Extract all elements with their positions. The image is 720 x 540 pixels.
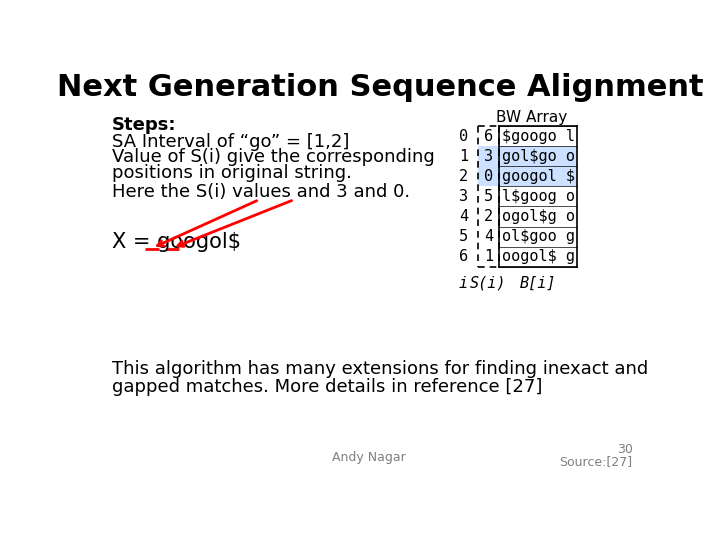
Text: $googo l: $googo l: [503, 129, 575, 144]
Bar: [477, 166, 577, 186]
Text: 1: 1: [459, 149, 468, 164]
Text: i: i: [459, 276, 468, 291]
Text: 3: 3: [459, 189, 468, 204]
Text: Source:[27]: Source:[27]: [559, 455, 632, 468]
Text: 2: 2: [459, 169, 468, 184]
Text: ogol$g o: ogol$g o: [503, 209, 575, 224]
Text: ol$goo g: ol$goo g: [503, 229, 575, 244]
Text: Steps:: Steps:: [112, 116, 176, 134]
Text: l$goog o: l$goog o: [503, 189, 575, 204]
Text: 5: 5: [484, 189, 493, 204]
Text: gapped matches. More details in reference [27]: gapped matches. More details in referenc…: [112, 377, 542, 396]
Text: S(i): S(i): [470, 276, 507, 291]
Text: 2: 2: [484, 209, 493, 224]
Text: 6: 6: [459, 249, 468, 264]
Text: gol$go o: gol$go o: [503, 149, 575, 164]
Text: 4: 4: [459, 209, 468, 224]
Text: 0: 0: [459, 129, 468, 144]
Bar: [477, 146, 577, 166]
Text: Here the S(i) values and 3 and 0.: Here the S(i) values and 3 and 0.: [112, 183, 410, 201]
Text: B[i]: B[i]: [520, 276, 557, 291]
Text: positions in original string.: positions in original string.: [112, 164, 351, 181]
Text: SA Interval of “go” = [1,2]: SA Interval of “go” = [1,2]: [112, 133, 349, 151]
Text: oogol$ g: oogol$ g: [503, 249, 575, 264]
Text: 6: 6: [484, 129, 493, 144]
Text: BW Array: BW Array: [496, 110, 567, 125]
Text: This algorithm has many extensions for finding inexact and: This algorithm has many extensions for f…: [112, 360, 648, 378]
Text: 30: 30: [616, 443, 632, 456]
Text: 5: 5: [459, 229, 468, 244]
Text: X = googol$: X = googol$: [112, 232, 240, 252]
Text: Andy Nagar: Andy Nagar: [332, 451, 406, 464]
Text: 1: 1: [484, 249, 493, 264]
Text: Value of S(i) give the corresponding: Value of S(i) give the corresponding: [112, 148, 434, 166]
Text: 3: 3: [484, 149, 493, 164]
Text: Next Generation Sequence Alignment: Next Generation Sequence Alignment: [58, 73, 704, 103]
Text: 0: 0: [484, 169, 493, 184]
Text: googol $: googol $: [503, 169, 575, 184]
Text: 4: 4: [484, 229, 493, 244]
